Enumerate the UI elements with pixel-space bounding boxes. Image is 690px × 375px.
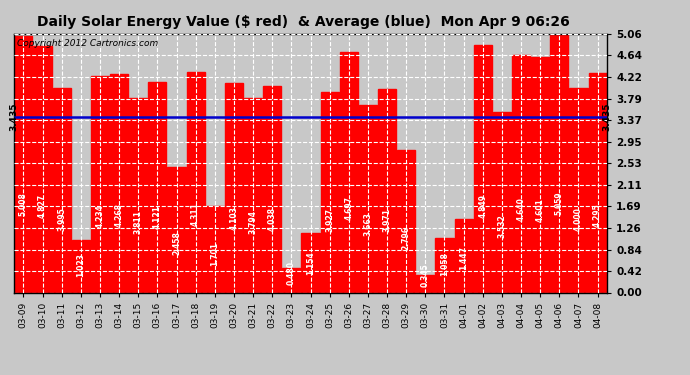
Text: 5.008: 5.008 xyxy=(19,192,28,216)
Bar xyxy=(339,53,358,292)
Text: Daily Solar Energy Value ($ red)  & Average (blue)  Mon Apr 9 06:26: Daily Solar Energy Value ($ red) & Avera… xyxy=(37,15,570,29)
Bar xyxy=(474,45,492,292)
Bar xyxy=(52,88,71,292)
Bar xyxy=(359,105,377,292)
Bar xyxy=(206,206,224,292)
Text: 4.038: 4.038 xyxy=(268,207,277,231)
Text: 1.701: 1.701 xyxy=(210,242,219,266)
Bar xyxy=(416,275,435,292)
Text: 1.154: 1.154 xyxy=(306,251,315,275)
Bar xyxy=(110,74,128,292)
Text: 1.058: 1.058 xyxy=(440,252,449,276)
Text: 4.234: 4.234 xyxy=(95,204,104,228)
Bar xyxy=(569,88,588,292)
Text: 3.927: 3.927 xyxy=(325,208,334,232)
Bar xyxy=(33,46,52,292)
Text: 3.811: 3.811 xyxy=(134,210,143,234)
Text: 4.311: 4.311 xyxy=(191,202,200,226)
Text: 4.601: 4.601 xyxy=(535,198,544,222)
Bar xyxy=(455,219,473,292)
Bar xyxy=(589,73,607,292)
Bar xyxy=(129,98,148,292)
Text: 4.640: 4.640 xyxy=(517,198,526,221)
Bar xyxy=(186,72,205,292)
Bar xyxy=(244,99,262,292)
Bar xyxy=(397,150,415,292)
Bar xyxy=(282,268,300,292)
Text: 5.059: 5.059 xyxy=(555,191,564,215)
Text: 4.121: 4.121 xyxy=(153,206,162,229)
Bar xyxy=(168,167,186,292)
Text: 2.796: 2.796 xyxy=(402,226,411,250)
Text: 3.794: 3.794 xyxy=(248,210,257,234)
Text: 4.295: 4.295 xyxy=(593,203,602,226)
Bar xyxy=(263,86,282,292)
Text: 4.697: 4.697 xyxy=(344,196,353,220)
Bar xyxy=(72,240,90,292)
Text: 4.000: 4.000 xyxy=(574,207,583,231)
Bar xyxy=(321,92,339,292)
Text: 3.995: 3.995 xyxy=(57,207,66,231)
Text: Copyright 2012 Cartronics.com: Copyright 2012 Cartronics.com xyxy=(17,39,158,48)
Bar xyxy=(148,82,166,292)
Bar xyxy=(225,83,243,292)
Text: 1.023: 1.023 xyxy=(77,253,86,277)
Bar xyxy=(378,90,396,292)
Text: 4.827: 4.827 xyxy=(38,194,47,219)
Text: 4.268: 4.268 xyxy=(115,203,124,227)
Text: 3.435: 3.435 xyxy=(602,103,612,131)
Bar xyxy=(91,76,109,292)
Text: 4.849: 4.849 xyxy=(478,194,487,218)
Text: 3.971: 3.971 xyxy=(382,208,391,232)
Text: 3.435: 3.435 xyxy=(9,103,19,131)
Text: 3.532: 3.532 xyxy=(497,214,506,238)
Text: 4.103: 4.103 xyxy=(230,206,239,230)
Bar xyxy=(435,238,453,292)
Text: 2.458: 2.458 xyxy=(172,231,181,255)
Bar xyxy=(302,234,319,292)
Text: 3.663: 3.663 xyxy=(364,212,373,236)
Text: 0.345: 0.345 xyxy=(421,264,430,287)
Text: 1.447: 1.447 xyxy=(459,246,468,270)
Bar xyxy=(531,57,549,292)
Text: 0.480: 0.480 xyxy=(287,261,296,285)
Bar xyxy=(550,34,569,292)
Bar xyxy=(512,55,530,292)
Bar xyxy=(14,36,32,292)
Bar xyxy=(493,112,511,292)
